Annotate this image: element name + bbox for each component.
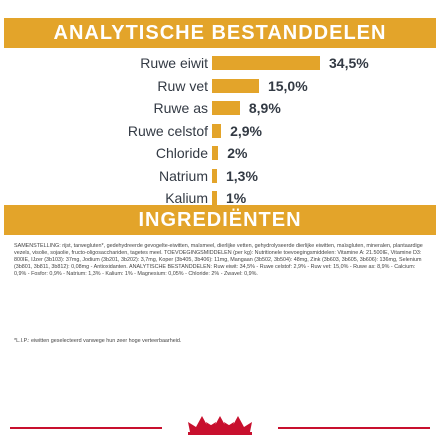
nutrient-label: Ruwe as — [153, 100, 208, 116]
ingredients-footnote: *L.I.P.: eiwitten geselecteerd vanwege h… — [14, 338, 182, 344]
nutrient-bar — [212, 78, 259, 93]
nutrient-label: Kalium — [165, 190, 208, 206]
nutrient-value: 1,3% — [226, 167, 258, 184]
nutrient-value: 8,9% — [248, 100, 281, 116]
ingredients-text: SAMENSTELLING: rijst, tarwegluten*, gede… — [14, 243, 423, 277]
nutrient-label: Ruwe celstof — [127, 122, 208, 139]
footer-line-left — [10, 427, 162, 429]
nutrient-value: 2,9% — [230, 122, 262, 139]
nutrient-value: 2% — [227, 145, 248, 161]
nutrient-value: 1% — [226, 190, 247, 206]
nutrient-label: Natrium — [158, 167, 208, 184]
nutrient-row: Ruwe celstof 2,9% — [0, 120, 440, 142]
nutrient-row: Chloride 2% — [0, 142, 440, 164]
nutrient-row: Kalium 1% — [0, 187, 440, 209]
nutrient-row: Natrium 1,3% — [0, 165, 440, 187]
nutrient-bar — [212, 123, 222, 138]
ingredients-heading: INGREDIËNTEN — [4, 205, 436, 235]
nutrient-bar — [212, 146, 219, 160]
nutrient-value: 15,0% — [267, 77, 308, 94]
nutrient-label: Ruw vet — [157, 77, 208, 94]
nutrient-bar — [212, 191, 217, 205]
nutrient-bar — [212, 101, 240, 115]
nutrient-row: Ruw vet 15,0% — [0, 75, 440, 97]
nutrient-bar — [212, 56, 320, 70]
royal-canin-crown-icon — [188, 416, 252, 435]
nutrient-label: Ruwe eiwit — [140, 55, 208, 71]
footer-line-right — [278, 427, 430, 429]
ingredients-heading-text: INGREDIËNTEN — [138, 208, 302, 231]
analysis-heading: ANALYTISCHE BESTANDDELEN — [4, 18, 436, 48]
nutrient-bar — [212, 168, 217, 183]
nutrient-row: Ruwe eiwit 34,5% — [0, 52, 440, 74]
analysis-heading-text: ANALYTISCHE BESTANDDELEN — [53, 21, 387, 44]
nutrient-label: Chloride — [155, 145, 208, 161]
nutrient-value: 34,5% — [329, 55, 369, 71]
nutrient-row: Ruwe as 8,9% — [0, 97, 440, 119]
